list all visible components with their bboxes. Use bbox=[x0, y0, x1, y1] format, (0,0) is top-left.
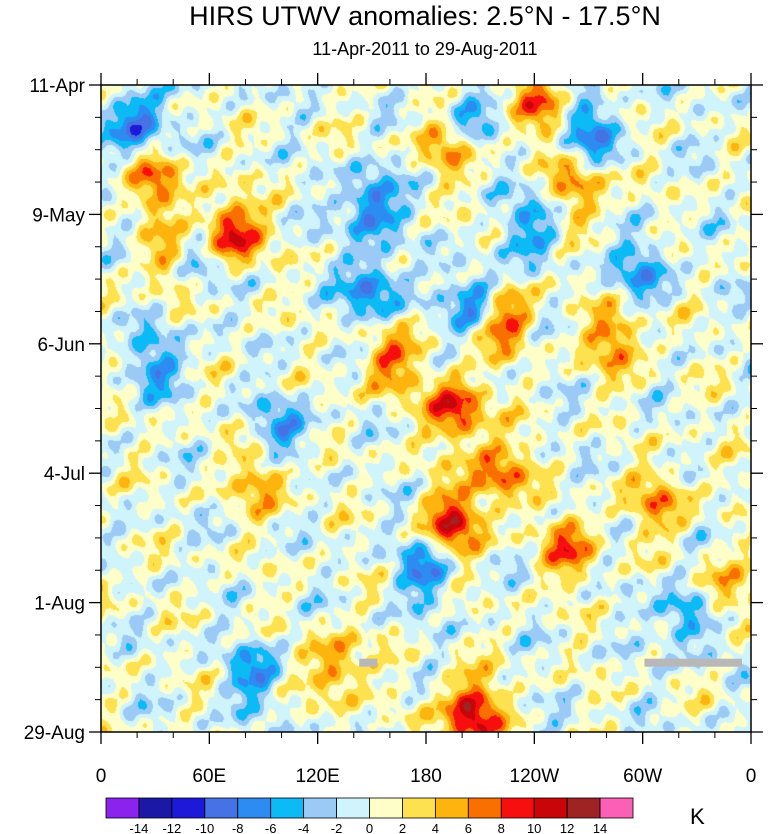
missing-data-patch bbox=[359, 658, 378, 667]
y-tick-label: 11-Apr bbox=[29, 76, 85, 97]
colorbar-swatch bbox=[566, 797, 601, 819]
colorbar-label: -8 bbox=[232, 821, 244, 834]
colorbar-label: -12 bbox=[162, 821, 181, 834]
colorbar-swatch bbox=[270, 797, 305, 819]
colorbar-swatch bbox=[599, 797, 634, 819]
colorbar-label: -14 bbox=[130, 821, 149, 834]
y-tick-label: 9-May bbox=[32, 205, 85, 226]
colorbar-label: 6 bbox=[465, 821, 472, 834]
x-tick-label: 120W bbox=[510, 766, 560, 787]
colorbar-label: 14 bbox=[593, 821, 607, 834]
colorbar-units: K bbox=[690, 804, 705, 829]
x-tick-label: 180 bbox=[410, 766, 442, 787]
x-tick-label: 60W bbox=[623, 766, 662, 787]
colorbar-swatch bbox=[204, 797, 239, 819]
x-tick-label: 60E bbox=[192, 766, 226, 787]
x-tick-label: 0 bbox=[96, 766, 107, 787]
anomaly-field bbox=[101, 85, 751, 732]
x-tick-label: 0 bbox=[746, 766, 757, 787]
colorbar-swatch bbox=[171, 797, 206, 819]
colorbar-swatch bbox=[336, 797, 370, 819]
colorbar-label: 12 bbox=[560, 821, 574, 834]
colorbar-label: 4 bbox=[432, 821, 439, 834]
colorbar-swatch bbox=[138, 797, 173, 819]
chart-title: HIRS UTWV anomalies: 2.5°N - 17.5°N bbox=[189, 1, 661, 31]
colorbar-label: 2 bbox=[399, 821, 406, 834]
colorbar-swatch bbox=[105, 797, 140, 819]
colorbar-label: 10 bbox=[527, 821, 541, 834]
colorbar-swatch bbox=[467, 797, 502, 819]
colorbar-swatch bbox=[237, 797, 272, 819]
y-tick-label: 4-Jul bbox=[44, 464, 85, 485]
chart-subtitle: 11-Apr-2011 to 29-Aug-2011 bbox=[312, 39, 538, 59]
colorbar-label: -6 bbox=[265, 821, 277, 834]
colorbar-swatch bbox=[402, 797, 436, 819]
colorbar-label: -10 bbox=[195, 821, 214, 834]
colorbar-label: 8 bbox=[498, 821, 505, 834]
colorbar-label: 0 bbox=[366, 821, 373, 834]
colorbar-label: -2 bbox=[331, 821, 343, 834]
missing-data-patch bbox=[644, 658, 742, 667]
y-tick-label: 6-Jun bbox=[37, 335, 85, 356]
colorbar-swatch bbox=[434, 797, 469, 819]
x-tick-label: 120E bbox=[295, 766, 339, 787]
y-tick-label: 29-Aug bbox=[24, 723, 85, 744]
colorbar-swatch bbox=[533, 797, 568, 819]
colorbar-swatch bbox=[303, 797, 337, 819]
colorbar-swatch bbox=[369, 797, 403, 819]
colorbar-swatch bbox=[500, 797, 535, 819]
y-tick-label: 1-Aug bbox=[34, 594, 85, 615]
colorbar-label: -4 bbox=[298, 821, 310, 834]
